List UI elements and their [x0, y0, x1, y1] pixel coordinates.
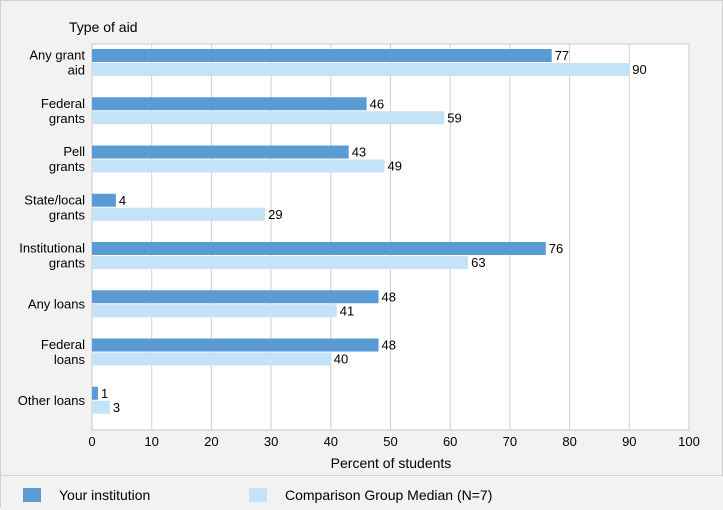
category-label: aid [68, 63, 85, 78]
bar-value-label: 90 [632, 62, 646, 77]
legend-label-your-institution: Your institution [59, 487, 151, 503]
bar-value-label: 48 [382, 338, 396, 353]
bar [92, 193, 116, 207]
category-label: loans [54, 352, 86, 367]
bar [92, 207, 266, 221]
legend-item-comparison-group: Comparison Group Median (N=7) [249, 487, 492, 503]
bar [92, 256, 469, 269]
x-tick-label: 0 [88, 434, 95, 449]
category-label: Any loans [28, 296, 86, 311]
bar [92, 290, 379, 304]
x-tick-label: 30 [264, 434, 278, 449]
category-label: grants [49, 159, 86, 174]
bar [92, 338, 379, 352]
x-tick-label: 100 [678, 434, 700, 449]
bar [92, 111, 445, 125]
bar-value-label: 29 [268, 207, 282, 222]
legend-item-your-institution: Your institution [23, 487, 150, 503]
chart-title: Type of aid [69, 19, 138, 35]
bar [92, 97, 367, 111]
bar-value-label: 77 [555, 48, 569, 63]
bar [92, 386, 98, 400]
bar [92, 242, 546, 255]
bar-value-label: 46 [370, 96, 384, 111]
x-tick-label: 90 [622, 434, 636, 449]
bar [92, 352, 331, 366]
legend-label-comparison-group: Comparison Group Median (N=7) [285, 487, 493, 503]
bar-value-label: 43 [352, 145, 366, 160]
legend-swatch-your-institution [23, 488, 41, 502]
x-tick-label: 10 [144, 434, 158, 449]
x-axis-label: Percent of students [331, 455, 452, 471]
category-label: grants [49, 256, 86, 271]
bar-value-label: 76 [549, 241, 563, 256]
category-label: grants [49, 207, 86, 222]
bar-value-label: 48 [382, 289, 396, 304]
bar-value-label: 3 [113, 400, 120, 415]
bar [92, 49, 552, 62]
x-tick-label: 80 [562, 434, 576, 449]
x-tick-label: 40 [324, 434, 338, 449]
legend-swatch-comparison-group [249, 488, 267, 502]
bar [92, 304, 337, 318]
bar-value-label: 59 [447, 110, 461, 125]
legend: Your institution Comparison Group Median… [1, 475, 723, 510]
category-label: Other loans [18, 393, 86, 408]
bar [92, 63, 630, 76]
category-label: Any grant [29, 48, 85, 63]
bar [92, 145, 349, 159]
x-tick-label: 60 [443, 434, 457, 449]
category-label: grants [49, 111, 86, 126]
category-label: State/local [24, 192, 85, 207]
category-labels: Any grantaidFederalgrantsPellgrantsState… [18, 48, 86, 408]
bar-value-label: 40 [334, 352, 348, 367]
bars [92, 49, 630, 414]
bar [92, 400, 110, 414]
bar-value-label: 49 [388, 159, 402, 174]
category-label: Federal [41, 337, 85, 352]
bar-value-label: 4 [119, 193, 126, 208]
bar-value-label: 63 [471, 255, 485, 270]
bar-value-label: 1 [101, 386, 108, 401]
category-label: Institutional [19, 241, 85, 256]
x-tick-label: 70 [503, 434, 517, 449]
category-label: Federal [41, 96, 85, 111]
bar-value-label: 41 [340, 303, 354, 318]
value-labels: 77 90 46 59 43 49 4 29 76 63 48 41 48 40 13 [101, 48, 647, 415]
x-tick-label: 20 [204, 434, 218, 449]
x-tick-label: 50 [383, 434, 397, 449]
bar [92, 159, 385, 173]
category-label: Pell [63, 144, 85, 159]
x-tick-labels: 0 10 20 30 40 50 60 70 80 90 100 [88, 434, 699, 449]
bar-chart: 77 90 46 59 43 49 4 29 76 63 48 41 48 40 13 Any granta… [18, 19, 700, 471]
